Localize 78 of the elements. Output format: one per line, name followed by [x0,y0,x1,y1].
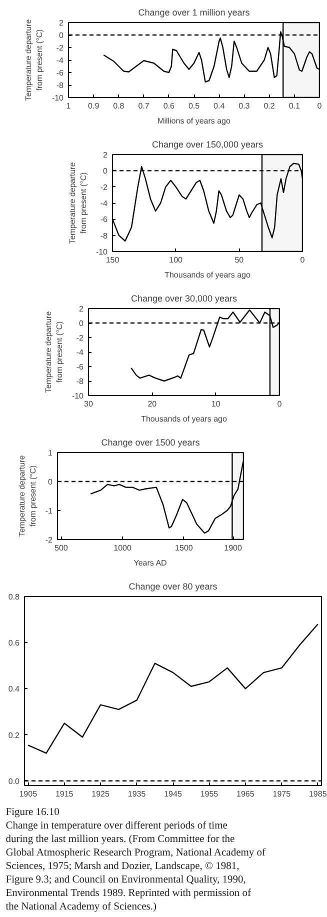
y-tick-label: 0 [79,319,84,328]
chart-title: Change over 1500 years [101,438,200,448]
chart-title: Change over 30,000 years [130,294,238,304]
x-tick-label: 500 [54,544,68,552]
y-tick-label: 0.6 [8,638,20,648]
y-tick-label: -10 [96,248,108,256]
y-tick-label: -6 [56,68,64,78]
x-axis-title: Millions of years ago [158,116,232,126]
x-tick-label: 0.5 [188,102,200,110]
x-tick-label: 0.8 [113,102,125,110]
x-tick-label: 0.3 [238,102,250,110]
y-tick-label: 0.2 [8,730,20,740]
x-tick-label: 0 [300,256,306,264]
y-tick-label: -8 [100,231,108,240]
y-tick-label: -8 [56,81,64,90]
x-tick-label: 1985 [308,790,327,798]
line-series [28,624,318,754]
chart-title: Change over 80 years [128,582,218,592]
x-tick-label: 0.9 [88,102,100,110]
y-tick-label: -6 [76,362,84,372]
x-tick-label: 10 [211,400,221,408]
y-tick-label: -4 [76,348,84,357]
x-tick-label: 0 [317,102,322,110]
x-tick-label: 0.7 [138,102,150,110]
x-axis-title: Thousands of years ago [164,270,251,280]
y-tick-label: -8 [76,377,84,386]
x-tick-label: 1975 [272,790,292,798]
x-tick-label: 30 [84,400,94,408]
y-axis-title: Temperature departure from present (°C) [18,454,38,537]
y-tick-label: 0 [103,166,108,176]
y-tick-label: 0.0 [8,776,20,786]
x-tick-label: 0.2 [264,102,276,110]
x-axis-title: Thousands of years ago [141,414,228,424]
y-axis-title: Temperature departure from present (°C) [24,18,44,101]
x-tick-label: 0.6 [163,102,176,110]
caption: Figure 16.10 [6,806,60,818]
y-tick-label: -2 [100,182,108,192]
x-axis-title: Years AD [134,558,168,568]
x-tick-label: 1500 [175,544,194,552]
x-tick-label: 0.4 [214,102,226,110]
x-tick-label: 1000 [114,544,132,552]
y-tick-label: 0 [48,478,54,486]
y-tick-label: 1 [48,448,54,458]
y-tick-label: -2 [76,334,84,342]
x-tick-label: 1935 [128,790,146,798]
y-tick-label: -10 [52,94,64,102]
x-tick-label: 1925 [92,790,110,798]
y-tick-label: 0.8 [8,592,20,602]
x-tick-label: 1955 [200,790,219,798]
chart-title: Change over 1 million years [138,8,250,18]
x-tick-label: 1945 [164,790,182,798]
y-tick-label: -6 [100,215,108,224]
x-tick-label: 0 [277,400,282,408]
y-tick-label: 2 [103,150,108,160]
y-tick-label: -2 [56,44,64,52]
text: Change in temperature over different periods of time during the last million years. (From Committee for the Global Atmospheric Research Program, National Academy of Sciences, 1975; Marsh and Dozier, Landscape, © 1981, Figure 9.3; and Council on Environmental Quality, 1990, Environmental Trends 1989. Reprinted with permission of the National Academy of Sciences.) [6,820,266,912]
y-axis-title: Temperature departure from present (°C) [68,162,88,244]
y-tick-label: -1 [45,506,54,516]
x-tick-label: 1965 [236,790,255,798]
y-tick-label: 2 [79,304,84,314]
x-tick-label: 150 [106,256,120,264]
x-tick-label: 1900 [224,544,243,552]
x-tick-label: 0.1 [288,102,301,110]
y-tick-label: -4 [100,199,108,208]
y-tick-label: -2 [45,536,54,544]
y-tick-label: -4 [56,56,64,65]
chart-title: Change over 150,000 years [152,140,264,150]
y-tick-label: 0.4 [8,684,20,694]
y-tick-label: 0 [59,31,64,40]
x-tick-label: 50 [234,256,244,264]
x-tick-label: 1 [66,102,72,110]
x-tick-label: 20 [148,400,158,408]
y-axis-title: Temperature departure from present (°C) [44,310,64,393]
y-tick-label: -10 [72,392,84,400]
x-tick-label: 1915 [55,790,74,798]
x-tick-label: 1905 [19,790,38,798]
x-tick-label: 100 [169,256,184,264]
y-tick-label: 2 [59,18,64,28]
